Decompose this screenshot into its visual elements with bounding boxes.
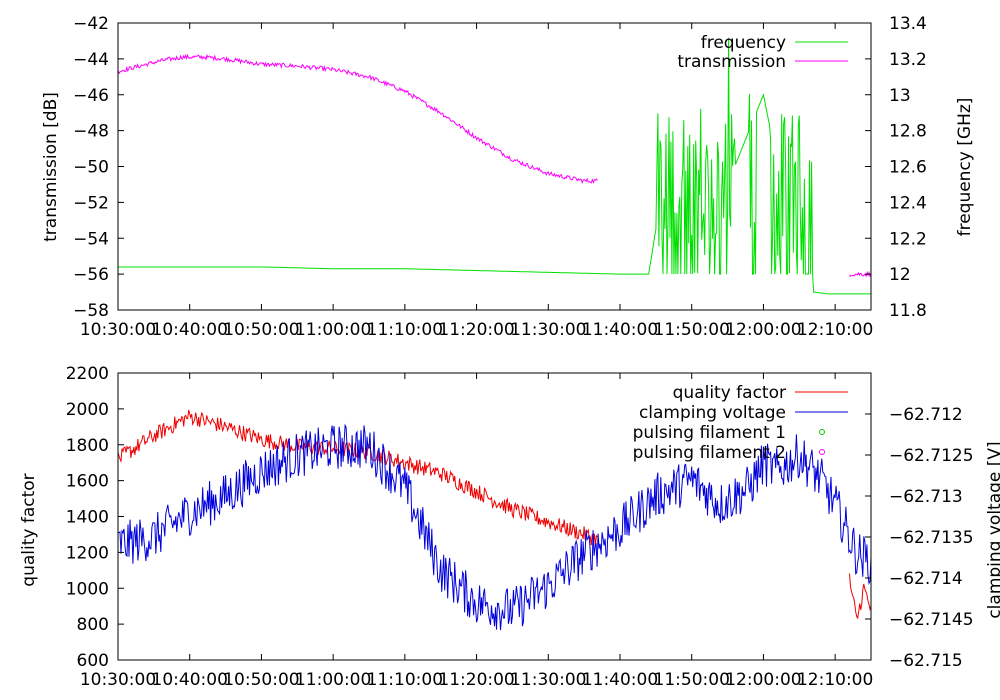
x-tick-label: 12:00:00 [725,320,801,340]
y2-tick-label: 12.4 [889,193,927,213]
legend-label-quality-factor: quality factor [673,383,786,403]
x-tick-label: 11:20:00 [438,670,514,690]
y-tick-label: 2000 [66,400,109,420]
y2-tick-label: −62.713 [889,487,963,507]
y-tick-label: −56 [73,265,109,285]
x-tick-label: 12:10:00 [797,320,873,340]
y2-tick-label: 13.2 [889,50,927,70]
x-tick-label: 11:00:00 [295,670,371,690]
x-tick-label: 12:10:00 [797,670,873,690]
transmission-frequency-panel: 10:30:0010:40:0010:50:0011:00:0011:10:00… [41,14,975,340]
series-line-transmission [117,53,872,278]
y2-tick-label: −62.7145 [889,610,974,630]
y2-tick-label: 12.2 [889,229,927,249]
legend-marker-pulsing-filament-1 [819,429,825,435]
x-tick-label: 11:20:00 [438,320,514,340]
y-tick-label: −50 [73,158,109,178]
quality-clamping-panel: 10:30:0010:40:0010:50:0011:00:0011:10:00… [19,364,1000,690]
x-tick-label: 10:30:00 [80,320,156,340]
y2-axis-label-clamping-voltage: clamping voltage [V] [985,441,1000,618]
legend-label-frequency: frequency [701,33,786,53]
y-tick-label: 1800 [66,436,109,456]
x-tick-label: 10:40:00 [152,670,228,690]
y-tick-label: −48 [73,122,109,142]
series-line-frequency [118,37,871,295]
y2-tick-label: −62.712 [889,405,963,425]
y2-tick-label: 13 [889,86,911,106]
y-tick-label: 1200 [66,543,109,563]
y2-axis-label-frequency: frequency [GHz] [955,98,975,237]
y-tick-label: −54 [73,229,109,249]
y-tick-label: 600 [77,651,109,671]
y-tick-label: 800 [77,615,109,635]
y2-tick-label: 13.4 [889,14,927,34]
y-axis-label-transmission: transmission [dB] [41,92,61,242]
y-axis-label-quality-factor: quality factor [19,473,39,586]
y-tick-label: −42 [73,14,109,34]
x-tick-label: 11:50:00 [654,670,730,690]
legend-label-pulsing-filament-2: pulsing filament 2 [633,443,786,463]
legend-top: frequency transmission [677,33,848,72]
x-tick-label: 10:40:00 [152,320,228,340]
y2-tick-label: −62.7125 [889,446,974,466]
x-tick-label: 11:30:00 [510,670,586,690]
y2-tick-label: 11.8 [889,301,927,321]
x-tick-label: 11:40:00 [582,320,658,340]
x-tick-label: 11:00:00 [295,320,371,340]
legend-label-clamping-voltage: clamping voltage [639,403,786,423]
legend-label-transmission: transmission [677,52,786,72]
y2-tick-label: 12.6 [889,158,927,178]
legend-bottom: quality factor clamping voltage pulsing … [633,383,848,463]
y2-tick-label: 12.8 [889,122,927,142]
y-tick-label: 1000 [66,579,109,599]
x-tick-label: 11:50:00 [654,320,730,340]
y-tick-label: −52 [73,193,109,213]
legend-marker-pulsing-filament-2 [819,449,825,455]
x-tick-label: 10:30:00 [80,670,156,690]
y2-tick-label: −62.715 [889,651,963,671]
y-tick-label: −46 [73,86,109,106]
legend-label-pulsing-filament-1: pulsing filament 1 [633,423,786,443]
y-tick-label: 2200 [66,364,109,384]
y-tick-label: 1600 [66,472,109,492]
x-tick-label: 11:10:00 [367,320,443,340]
x-tick-label: 10:50:00 [223,670,299,690]
x-tick-label: 12:00:00 [725,670,801,690]
y-tick-label: −58 [73,301,109,321]
x-tick-label: 11:40:00 [582,670,658,690]
series-line-clamping-voltage [117,423,872,631]
y2-tick-label: −62.714 [889,569,963,589]
y2-tick-label: 12 [889,265,911,285]
x-tick-label: 11:30:00 [510,320,586,340]
y-tick-label: 1400 [66,508,109,528]
y2-tick-label: −62.7135 [889,528,974,548]
x-tick-label: 11:10:00 [367,670,443,690]
y-tick-label: −44 [73,50,109,70]
x-tick-label: 10:50:00 [223,320,299,340]
